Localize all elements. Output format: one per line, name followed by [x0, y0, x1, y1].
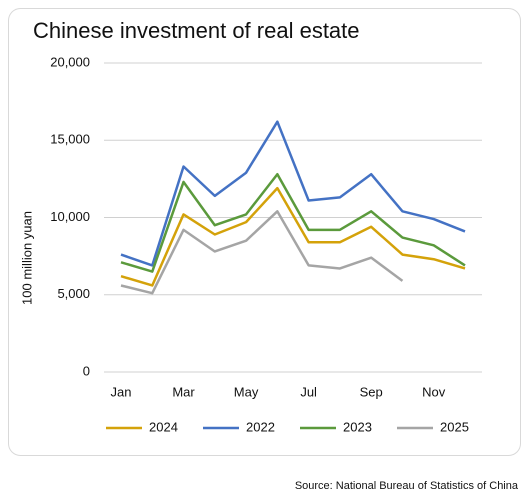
series-line: [120, 186, 466, 287]
x-tick-label: Mar: [172, 384, 195, 399]
legend-label: 2024: [149, 419, 178, 434]
y-tick-label: 10,000: [50, 209, 90, 224]
y-tick-label: 0: [83, 363, 90, 378]
y-tick-label: 5,000: [57, 286, 90, 301]
x-tick-label: Nov: [422, 384, 446, 399]
x-tick-label: Sep: [360, 384, 383, 399]
source-note: Source: National Bureau of Statistics of…: [295, 480, 519, 492]
legend-label: 2023: [343, 419, 372, 434]
series-line: [120, 172, 466, 273]
series-line: [120, 210, 404, 295]
x-tick-label: Jan: [111, 384, 132, 399]
chart-title: Chinese investment of real estate: [33, 18, 360, 43]
y-tick-label: 20,000: [50, 54, 90, 69]
y-axis-label: 100 million yuan: [19, 211, 34, 305]
series-line: [120, 120, 466, 267]
y-tick-label: 15,000: [50, 132, 90, 147]
legend-label: 2025: [440, 419, 469, 434]
chart-frame: [8, 8, 521, 456]
x-tick-label: Jul: [300, 384, 317, 399]
legend-label: 2022: [246, 419, 275, 434]
x-tick-label: May: [234, 384, 259, 399]
